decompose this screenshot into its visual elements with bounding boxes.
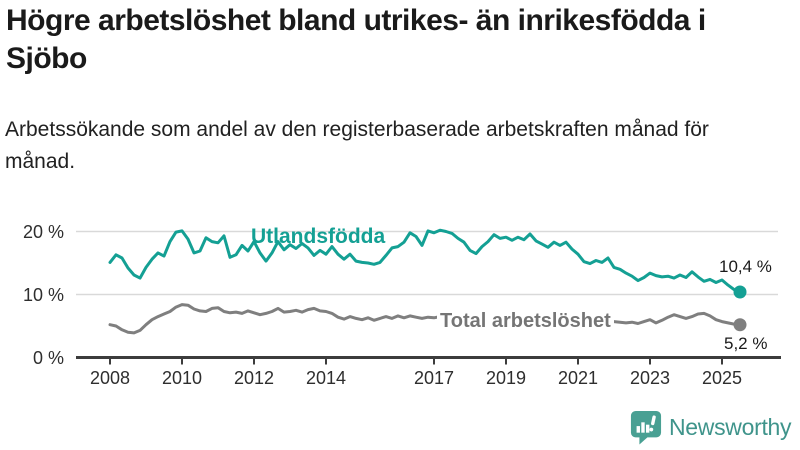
y-tick-label: 20 % <box>22 221 64 242</box>
x-tick-label: 2019 <box>485 368 527 388</box>
newsworthy-logo[interactable]: Newsworthy <box>630 410 792 445</box>
series-line-total-arbetsl-shet <box>108 303 742 335</box>
newsworthy-bubble-icon <box>630 411 662 445</box>
series-line-utlandsf-dda <box>108 228 742 294</box>
newsworthy-wordmark: Newsworthy <box>669 414 792 440</box>
y-tick-label: 10 % <box>22 284 64 305</box>
series-label-total-arbetsloshet: Total arbetslöshet <box>437 310 614 333</box>
series-label-utlandsfodda: Utlandsfödda <box>251 225 386 248</box>
end-value-total-arbetsloshet: 5,2 % <box>724 334 768 353</box>
bar-1 <box>636 426 640 433</box>
x-tick-label: 2008 <box>89 368 131 388</box>
series-end-dot-total-arbetsl-shet <box>733 318 747 332</box>
exclamation-glyph <box>649 415 656 432</box>
x-tick-label: 2017 <box>413 368 455 388</box>
y-tick-label: 0 % <box>32 347 64 368</box>
x-tick-label: 2023 <box>629 368 671 388</box>
x-tick-label: 2021 <box>557 368 599 388</box>
bar-3 <box>646 424 650 433</box>
x-tick-label: 2010 <box>161 368 203 388</box>
chart-title: Högre arbetslöshet bland utrikes- än inr… <box>6 4 706 75</box>
x-tick-label: 2012 <box>233 368 275 388</box>
chart-subtitle: Arbetssökande som andel av den registerb… <box>5 118 709 173</box>
bar-2 <box>641 422 645 433</box>
x-tick-label: 2014 <box>305 368 347 388</box>
end-value-utlandsfodda: 10,4 % <box>719 257 772 276</box>
x-tick-label: 2025 <box>701 368 743 388</box>
series-end-dot-utlandsf-dda <box>733 285 747 299</box>
